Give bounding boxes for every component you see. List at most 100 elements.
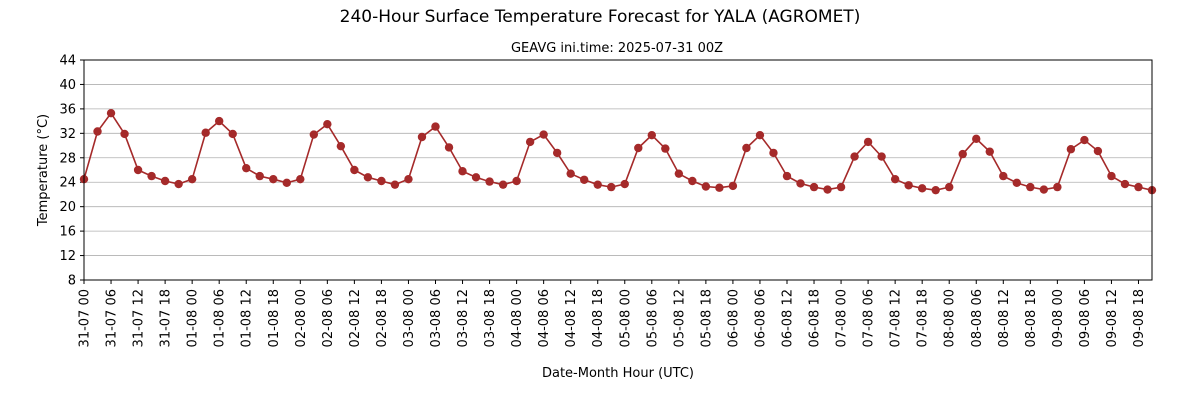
data-point	[187, 174, 197, 184]
x-tick-label: 02-08 06	[321, 289, 336, 347]
data-point	[809, 182, 819, 192]
data-point	[674, 169, 684, 178]
data-point	[769, 148, 778, 158]
x-tick-label: 04-08 00	[510, 289, 525, 347]
data-point	[539, 130, 548, 139]
x-tick-label: 07-08 18	[916, 289, 931, 347]
data-point	[336, 141, 346, 151]
x-tick-label: 03-08 00	[402, 289, 417, 347]
x-tick-label: 03-08 06	[429, 289, 444, 347]
x-tick-label: 08-08 12	[997, 289, 1012, 347]
data-point	[404, 174, 413, 184]
x-tick-label: 05-08 12	[672, 289, 687, 347]
data-point	[1026, 182, 1035, 192]
data-point	[958, 149, 967, 159]
x-tick-label: 31-07 12	[132, 289, 147, 347]
data-point	[890, 174, 900, 184]
data-point	[715, 183, 724, 192]
data-point	[498, 180, 508, 189]
data-point	[363, 173, 373, 182]
data-point	[1039, 185, 1049, 194]
x-tick-label: 07-08 00	[835, 289, 850, 347]
data-point	[201, 128, 210, 137]
data-point	[390, 180, 400, 189]
data-point	[823, 185, 832, 194]
x-tick-label: 02-08 12	[348, 289, 363, 347]
data-point	[566, 169, 575, 178]
data-point	[796, 179, 805, 188]
x-tick-label: 08-08 06	[970, 289, 985, 347]
data-point	[877, 152, 886, 161]
data-point	[931, 185, 940, 195]
y-tick-label: 40	[59, 78, 76, 93]
data-point	[296, 174, 305, 184]
data-point	[1066, 145, 1076, 154]
x-tick-label: 09-08 06	[1078, 289, 1093, 347]
data-point	[850, 152, 859, 161]
data-point	[593, 180, 602, 189]
data-point	[1053, 182, 1062, 192]
chart-subtitle: GEAVG ini.time: 2025-07-31 00Z	[511, 41, 723, 56]
x-tick-label: 04-08 06	[537, 289, 552, 347]
data-point	[120, 129, 129, 139]
x-tick-label: 04-08 18	[591, 289, 606, 347]
data-point	[417, 132, 427, 142]
x-tick-label: 02-08 18	[375, 289, 390, 347]
data-point	[242, 163, 251, 173]
x-tick-label: 31-07 06	[105, 289, 120, 347]
x-tick-label: 06-08 18	[808, 289, 823, 347]
y-tick-label: 36	[59, 102, 76, 117]
x-tick-label: 03-08 18	[483, 289, 498, 347]
data-point	[1080, 135, 1089, 145]
x-tick-label: 06-08 06	[753, 289, 768, 347]
data-point	[1012, 178, 1022, 188]
x-tick-label: 08-08 18	[1024, 289, 1039, 347]
data-point	[133, 165, 143, 175]
x-tick-label: 08-08 00	[943, 289, 958, 347]
data-point	[1107, 171, 1116, 181]
x-tick-label: 01-08 18	[267, 289, 282, 347]
data-point	[985, 147, 994, 156]
y-tick-label: 44	[59, 54, 76, 69]
temperature-series	[79, 108, 1157, 195]
data-point	[214, 116, 224, 126]
data-point	[269, 174, 278, 184]
data-point	[255, 171, 264, 181]
data-point	[580, 175, 589, 184]
data-point	[607, 182, 616, 192]
x-tick-label: 06-08 00	[726, 289, 741, 347]
x-tick-label: 05-08 06	[645, 289, 660, 347]
data-point	[620, 179, 629, 189]
data-point	[634, 143, 643, 153]
data-point	[782, 171, 792, 181]
data-point	[512, 176, 521, 186]
data-point	[458, 167, 467, 176]
data-point	[728, 181, 738, 191]
x-axis-ticks: 31-07 00 31-07 06 31-07 12 31-07 18 01-08 00…	[78, 280, 1147, 347]
data-point	[93, 127, 102, 136]
x-tick-label: 09-08 12	[1105, 289, 1120, 347]
data-point	[1134, 182, 1143, 192]
x-tick-label: 03-08 12	[456, 289, 471, 347]
data-point	[485, 177, 494, 186]
x-tick-label: 07-08 06	[862, 289, 877, 347]
y-tick-label: 16	[59, 225, 76, 240]
x-tick-label: 09-08 18	[1132, 289, 1147, 347]
data-point	[688, 176, 697, 186]
data-point	[972, 134, 981, 144]
data-point	[701, 182, 711, 191]
data-point	[174, 179, 183, 189]
x-axis-label: Date-Month Hour (UTC)	[542, 366, 694, 381]
data-point	[1093, 146, 1103, 156]
data-point	[160, 176, 170, 186]
x-tick-label: 31-07 00	[78, 289, 93, 347]
data-point	[1120, 179, 1130, 189]
data-point	[525, 137, 535, 147]
y-tick-label: 20	[59, 200, 76, 215]
data-point	[647, 130, 656, 140]
y-axis-label: Temperature (°C)	[36, 114, 51, 227]
y-tick-label: 12	[59, 249, 76, 264]
y-axis-ticks: 8 12 16 20 24 28 32 36 40 44	[59, 54, 84, 289]
data-point	[904, 181, 913, 190]
